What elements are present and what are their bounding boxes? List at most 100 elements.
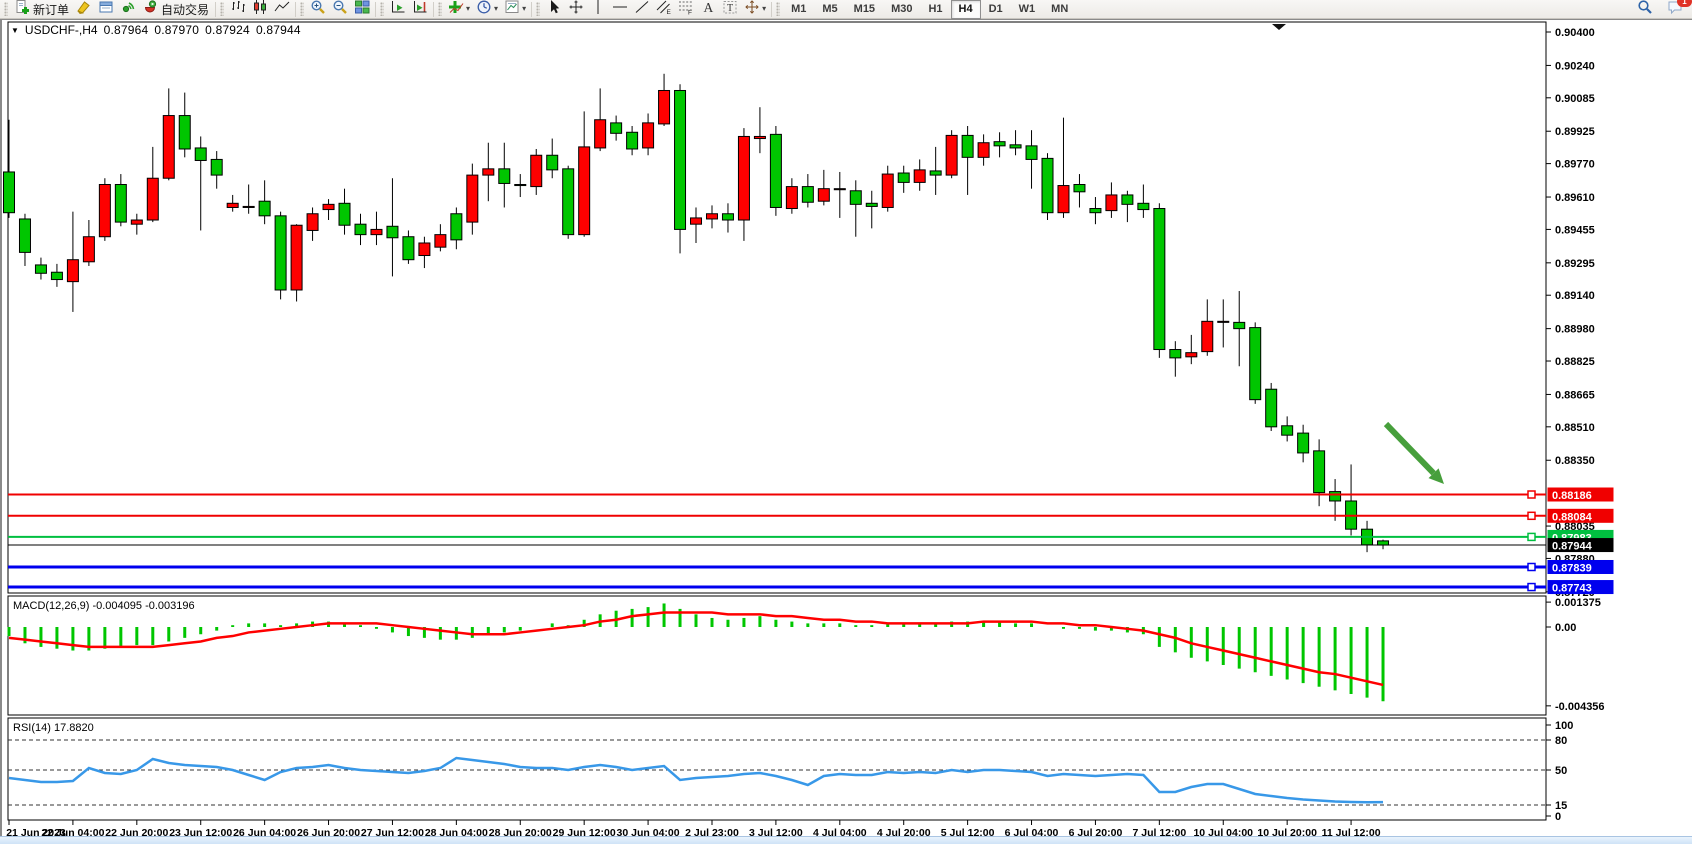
rsi-line: [8, 756, 1384, 804]
candle: [705, 213, 718, 220]
line-handle[interactable]: [1527, 532, 1536, 542]
timeframe-mn[interactable]: MN: [1051, 3, 1069, 15]
timeframe-m1[interactable]: M1: [791, 3, 807, 15]
line-handle[interactable]: [1527, 490, 1536, 499]
price-line-0.88084[interactable]: [8, 511, 1546, 521]
zoom-in-button[interactable]: [307, 0, 329, 19]
doc-plus-icon: [14, 0, 30, 20]
candle: [354, 223, 367, 236]
line-handle[interactable]: [1527, 511, 1536, 521]
cursor-button[interactable]: [543, 0, 565, 19]
svg-text:0.89610: 0.89610: [1555, 192, 1595, 204]
new-order-button[interactable]: 新订单: [11, 0, 73, 19]
candlestick-chart-button[interactable]: [249, 0, 271, 19]
timeframe-d1[interactable]: D1: [988, 3, 1003, 15]
signals-button[interactable]: [117, 0, 139, 19]
zoom-out-button[interactable]: [329, 0, 351, 19]
clock-icon: [476, 0, 492, 20]
svg-text:0.88825: 0.88825: [1555, 356, 1595, 368]
rsi-axis[interactable]: 100 80 50 150: [1546, 720, 1573, 823]
candle: [514, 183, 527, 187]
price-badge: 0.87944: [1547, 538, 1614, 553]
chevron-down-icon[interactable]: ▾: [762, 4, 767, 13]
toolbar: 新订单 自动交易 ▾ ▾ ▾ E F A T ▾ M1 M5 M15 M30 H1 H4 D1 W1 MN 1: [0, 0, 1692, 19]
candle: [865, 202, 878, 207]
price-badge: 0.87743: [1547, 580, 1614, 595]
autotrading-label: 自动交易: [161, 2, 210, 17]
template-icon: [504, 0, 520, 20]
candle: [737, 135, 750, 221]
candle: [290, 224, 303, 291]
chart-shift-marker[interactable]: [1272, 24, 1286, 30]
price-badge: 0.88084: [1547, 508, 1614, 523]
candle: [242, 205, 255, 208]
equidistant-channel-button[interactable]: E: [653, 0, 675, 19]
arrows-button[interactable]: ▾: [741, 0, 769, 19]
macd-axis[interactable]: 0.001375 0.00 -0.004356: [1546, 597, 1605, 713]
candle: [721, 213, 734, 221]
candle: [610, 122, 623, 134]
line-handle[interactable]: [1527, 562, 1536, 572]
periods-button[interactable]: ▾: [473, 0, 501, 19]
timeframe-m30[interactable]: M30: [891, 3, 913, 15]
chart-canvas[interactable]: 0.90400 0.90240 0.90085 0.89925 0.89770 0.896…: [0, 19, 1692, 844]
price-line-0.87839[interactable]: [8, 562, 1546, 572]
candle: [370, 228, 383, 236]
candle: [146, 177, 159, 221]
candle: [450, 213, 463, 241]
line-chart-button[interactable]: [271, 0, 293, 19]
templates-button[interactable]: ▾: [501, 0, 529, 19]
timeframe-h1[interactable]: H1: [928, 3, 943, 15]
price-line-0.87983[interactable]: [8, 532, 1546, 542]
styler-button[interactable]: [73, 0, 95, 19]
text-button[interactable]: A: [697, 0, 719, 19]
chart-shift-button[interactable]: [409, 0, 431, 19]
tile-windows-button[interactable]: [351, 0, 373, 19]
candle: [945, 134, 958, 176]
timeframe-h4[interactable]: H4: [950, 0, 981, 19]
svg-text:0.90240: 0.90240: [1555, 60, 1595, 72]
candle: [3, 171, 15, 214]
chevron-down-icon[interactable]: ▾: [466, 4, 471, 13]
indicators-icon: [448, 0, 464, 20]
text-label-button[interactable]: T: [719, 0, 741, 19]
candle: [258, 200, 271, 217]
auto-scroll-button[interactable]: [387, 0, 409, 19]
chevron-down-icon[interactable]: ▾: [494, 4, 499, 13]
trendline-button[interactable]: [631, 0, 653, 19]
search-button[interactable]: [1634, 0, 1656, 19]
fibonacci-button[interactable]: F: [675, 0, 697, 19]
horizontal-line-button[interactable]: [609, 0, 631, 19]
candle: [658, 89, 671, 125]
line-handle[interactable]: [1527, 582, 1536, 592]
autotrading-button[interactable]: 自动交易: [139, 0, 213, 19]
vline-icon: [590, 0, 606, 20]
crosshair-button[interactable]: [565, 0, 587, 19]
candle: [1329, 491, 1342, 502]
price-line-0.88186[interactable]: [8, 490, 1546, 499]
candle: [50, 271, 63, 281]
candle: [98, 183, 111, 238]
price-line-0.87743[interactable]: [8, 582, 1546, 592]
price-axis[interactable]: 0.90400 0.90240 0.90085 0.89925 0.89770 0.896…: [1546, 27, 1614, 599]
annotation-arrow[interactable]: [1383, 421, 1444, 484]
chat-unread-badge: 1: [1677, 0, 1692, 7]
candle: [226, 202, 239, 208]
candle: [578, 146, 591, 236]
chart-window-button[interactable]: [95, 0, 117, 19]
timeframe-m5[interactable]: M5: [822, 3, 838, 15]
timeframe-m15[interactable]: M15: [853, 3, 876, 15]
chart-title-collapse-icon[interactable]: ▼: [11, 25, 19, 35]
chevron-down-icon[interactable]: ▾: [522, 4, 527, 13]
bar-chart-button[interactable]: [227, 0, 249, 19]
candle: [801, 186, 814, 203]
macd-label: MACD(12,26,9) -0.004095 -0.003196: [13, 600, 195, 612]
candle: [594, 119, 607, 149]
candle: [66, 259, 79, 283]
vertical-line-button[interactable]: [587, 0, 609, 19]
timeframe-w1[interactable]: W1: [1018, 3, 1036, 15]
candle: [306, 213, 319, 231]
candle: [977, 142, 990, 158]
indicators-button[interactable]: ▾: [445, 0, 473, 19]
